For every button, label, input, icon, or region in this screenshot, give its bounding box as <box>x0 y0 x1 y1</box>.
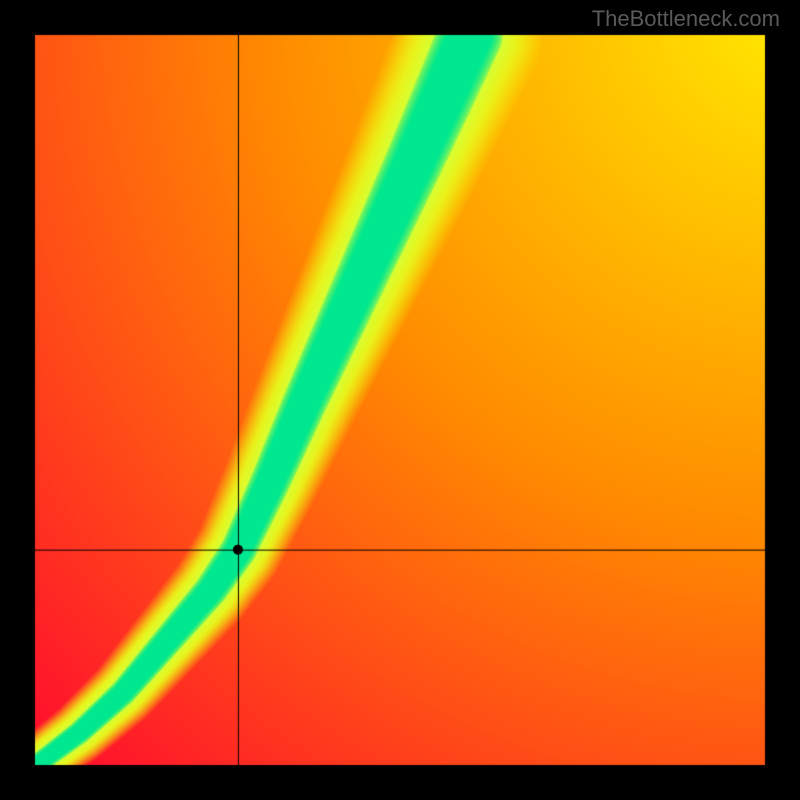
watermark-text: TheBottleneck.com <box>592 6 780 32</box>
bottleneck-heatmap <box>0 0 800 800</box>
